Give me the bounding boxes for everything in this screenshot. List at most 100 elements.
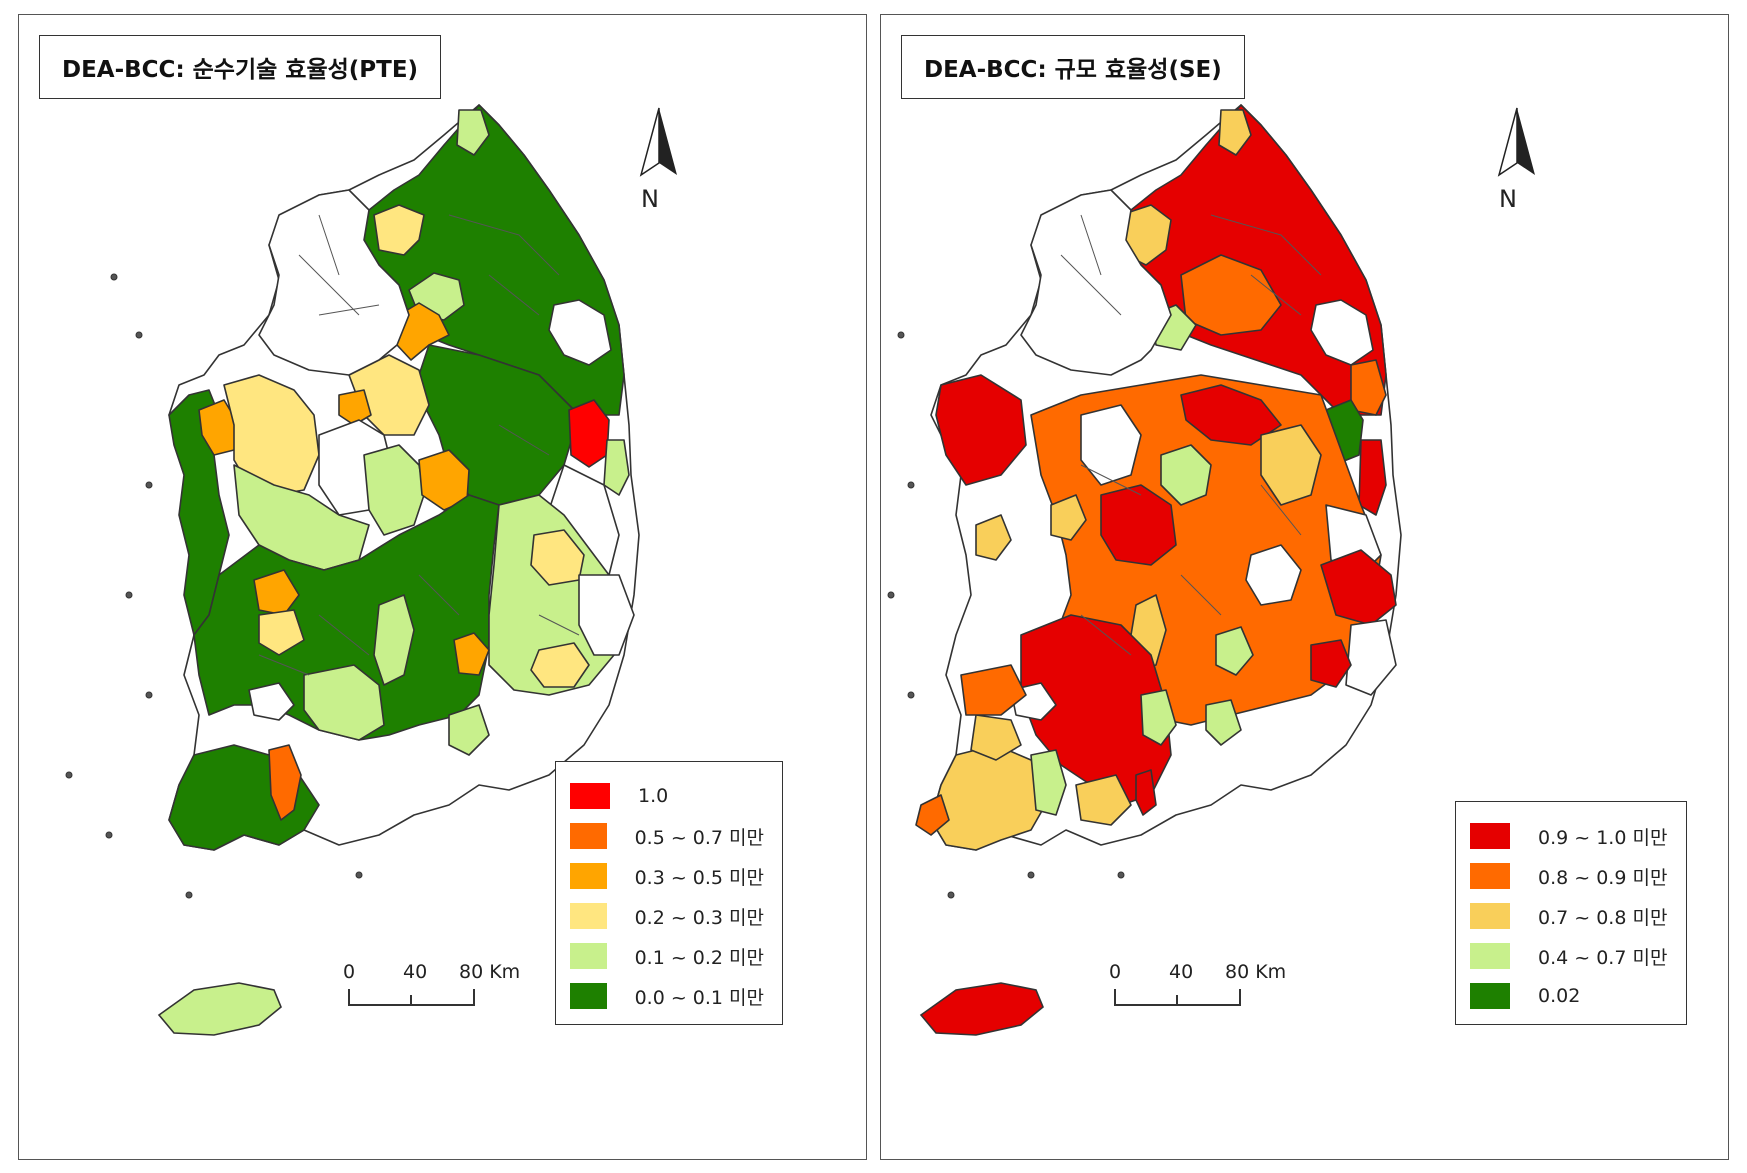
region-south-orange-tip <box>268 744 302 821</box>
legend-swatch-3 <box>1470 903 1510 929</box>
region-white-center <box>1080 404 1142 486</box>
region-south-light-3 <box>1205 699 1242 746</box>
region-white-se-2 <box>1345 619 1397 696</box>
region-se-yellow-2 <box>530 642 590 688</box>
region-sw-yellow <box>258 609 305 656</box>
region-sw-light <box>303 664 385 741</box>
region-sw-yellow <box>970 714 1022 761</box>
scale-bar-line <box>348 989 475 1006</box>
region-nw-white <box>1020 189 1172 376</box>
region-east-white <box>1310 299 1374 366</box>
scale-label-80: 80 Km <box>459 961 521 983</box>
region-light-strip <box>1215 626 1254 676</box>
pte-legend: 1.0 0.5 ~ 0.7 미만 0.3 ~ 0.5 미만 0.2 ~ 0.3 … <box>555 761 783 1025</box>
legend-row-4: 0.4 ~ 0.7 미만 <box>1470 936 1668 976</box>
legend-swatch-1 <box>570 783 610 809</box>
legend-row-2: 0.8 ~ 0.9 미만 <box>1470 856 1668 896</box>
scale-bar: 0 40 80 Km <box>1109 961 1313 1021</box>
region-south-red-tip <box>1135 769 1157 816</box>
scale-bar: 0 40 80 Km <box>343 961 547 1021</box>
region-white-center-2 <box>1245 544 1302 606</box>
region-east-red <box>1358 439 1387 516</box>
region-sw-orange <box>253 569 300 616</box>
region-north-yellow <box>373 204 425 256</box>
region-south-orange <box>453 632 490 676</box>
region-orange-1 <box>396 302 450 361</box>
region-west-yellow-block <box>223 374 320 496</box>
north-arrow-icon <box>639 107 677 177</box>
region-center-light <box>363 444 425 536</box>
region-red-se-2 <box>1310 639 1352 688</box>
legend-label-3: 0.3 ~ 0.5 미만 <box>634 866 764 889</box>
region-light-top <box>456 109 490 156</box>
region-sw-orange-tip <box>915 794 950 836</box>
se-legend: 0.9 ~ 1.0 미만 0.8 ~ 0.9 미만 0.7 ~ 0.8 미만 0… <box>1455 801 1687 1025</box>
legend-swatch-2 <box>570 823 607 849</box>
legend-label-4: 0.4 ~ 0.7 미만 <box>1538 946 1668 969</box>
legend-row-1: 0.9 ~ 1.0 미만 <box>1470 816 1668 856</box>
legend-swatch-5 <box>1470 983 1510 1009</box>
se-map-title: DEA-BCC: 규모 효율성(SE) <box>901 35 1245 99</box>
north-arrow-icon <box>1497 107 1535 177</box>
legend-label-5: 0.02 <box>1538 985 1581 1007</box>
legend-label-1: 1.0 <box>638 785 669 807</box>
region-south-light-strip <box>373 594 415 686</box>
legend-swatch-4 <box>570 903 607 929</box>
region-south-green-big <box>193 494 500 741</box>
north-label: N <box>1499 185 1517 213</box>
scale-label-80: 80 Km <box>1225 961 1287 983</box>
legend-swatch-6 <box>570 983 607 1009</box>
region-yellow-west <box>975 514 1012 561</box>
region-top-yellow <box>1218 109 1252 156</box>
legend-row-1: 1.0 <box>570 776 764 816</box>
region-light-center <box>1160 444 1212 506</box>
region-sw-white <box>248 682 295 721</box>
region-light-east <box>603 439 630 496</box>
pte-map-title: DEA-BCC: 순수기술 효율성(PTE) <box>39 35 442 99</box>
region-central-red-1 <box>935 374 1027 486</box>
legend-row-4: 0.2 ~ 0.3 미만 <box>570 896 764 936</box>
pte-map-panel: DEA-BCC: 순수기술 효율성(PTE) N 0 40 80 Km 1.0 … <box>18 14 867 1160</box>
region-se-white <box>578 574 635 656</box>
region-nw-white <box>258 189 410 376</box>
legend-row-3: 0.3 ~ 0.5 미만 <box>570 856 764 896</box>
region-red-se <box>1320 549 1397 626</box>
scale-bar-line <box>1114 989 1241 1006</box>
legend-swatch-4 <box>1470 943 1510 969</box>
region-yellow-center <box>1260 424 1322 506</box>
scale-label-40: 40 <box>403 961 428 983</box>
region-south-light-2 <box>1140 689 1177 746</box>
legend-label-6: 0.0 ~ 0.1 미만 <box>634 986 764 1009</box>
scale-label-0: 0 <box>343 961 356 983</box>
legend-row-5: 0.1 ~ 0.2 미만 <box>570 936 764 976</box>
legend-row-3: 0.7 ~ 0.8 미만 <box>1470 896 1668 936</box>
region-center-orange <box>338 389 372 426</box>
legend-swatch-2 <box>1470 863 1510 889</box>
legend-label-3: 0.7 ~ 0.8 미만 <box>1538 906 1668 929</box>
legend-swatch-5 <box>570 943 607 969</box>
north-label: N <box>641 185 659 213</box>
legend-row-6: 0.0 ~ 0.1 미만 <box>570 976 764 1016</box>
region-yellow-mid <box>1050 494 1087 541</box>
region-sw-orange <box>960 664 1027 716</box>
se-korea-map <box>887 104 1402 1036</box>
legend-swatch-1 <box>1470 823 1510 849</box>
region-central-red-2 <box>1100 484 1177 566</box>
legend-label-1: 0.9 ~ 1.0 미만 <box>1538 826 1668 849</box>
legend-label-5: 0.1 ~ 0.2 미만 <box>634 946 764 969</box>
scale-label-40: 40 <box>1169 961 1194 983</box>
legend-label-4: 0.2 ~ 0.3 미만 <box>634 906 764 929</box>
scale-label-0: 0 <box>1109 961 1122 983</box>
region-south-yellow-2 <box>1075 774 1132 826</box>
legend-label-2: 0.8 ~ 0.9 미만 <box>1538 866 1668 889</box>
region-south-light-tip <box>1030 749 1067 816</box>
region-south-light-2 <box>448 704 490 756</box>
pte-korea-map <box>65 104 640 1036</box>
region-east-white <box>548 299 612 366</box>
legend-row-5: 0.02 <box>1470 976 1668 1016</box>
se-map-panel: DEA-BCC: 규모 효율성(SE) N 0 40 80 Km 0.9 ~ 1… <box>880 14 1729 1160</box>
region-jeju <box>919 982 1044 1036</box>
legend-row-2: 0.5 ~ 0.7 미만 <box>570 816 764 856</box>
region-jeju <box>157 982 282 1036</box>
legend-swatch-3 <box>570 863 607 889</box>
